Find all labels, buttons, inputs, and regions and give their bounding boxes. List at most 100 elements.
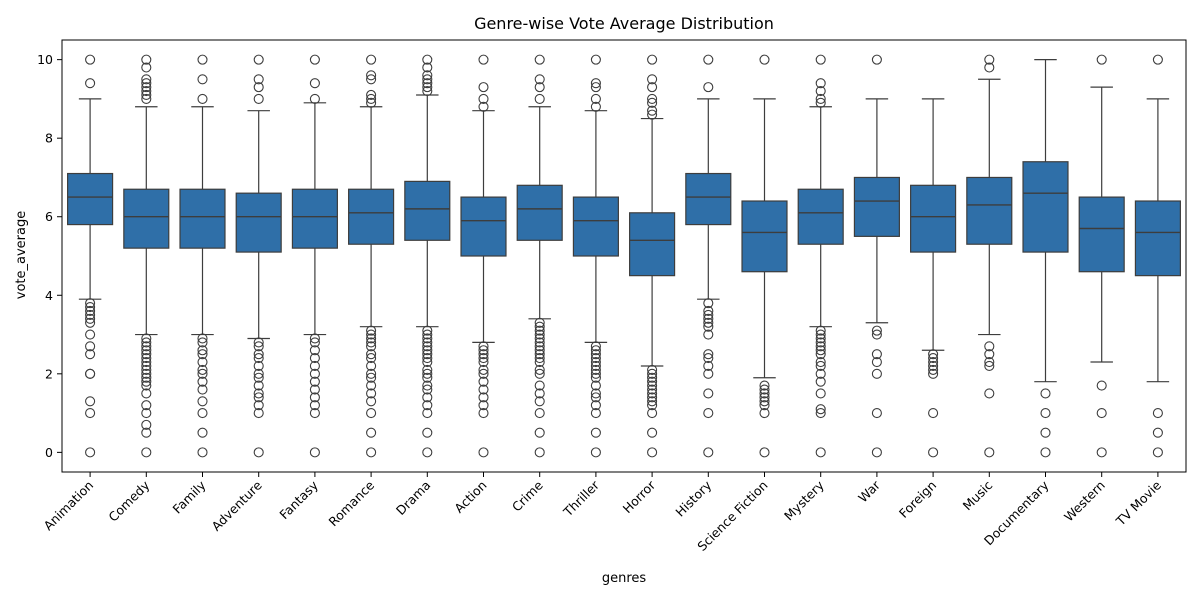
x-tick-label: War	[855, 477, 883, 505]
outlier-point	[422, 345, 433, 356]
outlier-point	[534, 388, 545, 399]
outlier-point	[197, 356, 208, 368]
outlier-point	[590, 360, 601, 372]
outlier-point	[928, 368, 939, 379]
outlier-point	[928, 356, 939, 368]
outlier-point	[478, 376, 489, 387]
outlier-point	[478, 353, 489, 364]
outlier-point	[478, 82, 489, 93]
outlier-point	[759, 388, 770, 399]
outlier-point	[366, 349, 377, 360]
outlier-point	[590, 392, 601, 403]
outlier-point	[984, 388, 995, 399]
outlier-point	[141, 364, 152, 375]
outlier-point	[478, 392, 489, 403]
outlier-point	[984, 54, 995, 65]
outlier-point	[422, 392, 433, 403]
outlier-point	[253, 349, 264, 360]
outlier-point	[928, 360, 939, 372]
outlier-point	[478, 93, 489, 104]
outlier-point	[534, 364, 545, 375]
outlier-point	[815, 325, 826, 336]
outlier-point	[703, 447, 714, 458]
outlier-point	[815, 447, 826, 458]
outlier-point	[759, 384, 770, 395]
outlier-point	[647, 74, 658, 85]
outlier-point	[422, 427, 433, 438]
x-tick-label: Horror	[620, 477, 659, 516]
outlier-point	[141, 419, 152, 430]
outlier-point	[534, 447, 545, 458]
outlier-point	[703, 309, 714, 320]
x-tick-label: Mystery	[781, 477, 827, 523]
outlier-point	[85, 408, 96, 419]
outlier-point	[984, 356, 995, 368]
outlier-point	[759, 447, 770, 458]
outlier-point	[366, 396, 377, 407]
outlier-point	[647, 105, 658, 116]
x-tick-label: Drama	[393, 478, 433, 518]
outlier-point	[534, 82, 545, 93]
outlier-point	[253, 74, 264, 85]
outlier-point	[85, 313, 96, 324]
chart-title: Genre-wise Vote Average Distribution	[474, 14, 774, 33]
outlier-point	[928, 353, 939, 364]
outlier-point	[85, 54, 96, 65]
outlier-point	[815, 54, 826, 65]
outlier-point	[422, 86, 433, 97]
outlier-point	[647, 392, 658, 403]
outlier-point	[1040, 447, 1051, 458]
outlier-point	[815, 376, 826, 387]
outlier-point	[141, 86, 152, 97]
outlier-point	[197, 337, 208, 348]
outlier-point	[590, 427, 601, 438]
outlier-point	[1096, 408, 1107, 419]
outlier-point	[253, 368, 264, 379]
outlier-point	[534, 325, 545, 336]
outlier-point	[534, 74, 545, 85]
outlier-point	[647, 380, 658, 391]
outlier-point	[703, 298, 714, 309]
outlier-point	[478, 101, 489, 112]
outlier-point	[871, 349, 882, 360]
outlier-point	[815, 329, 826, 340]
outlier-point	[703, 360, 714, 372]
outlier-point	[253, 337, 264, 348]
box-war	[853, 176, 900, 237]
outlier-point	[590, 447, 601, 458]
outlier-point	[366, 372, 377, 383]
outlier-point	[253, 408, 264, 419]
box-family	[179, 188, 226, 249]
outlier-point	[366, 70, 377, 81]
outlier-point	[197, 333, 208, 344]
outlier-point	[703, 353, 714, 364]
outlier-point	[759, 408, 770, 419]
box-western	[1078, 196, 1125, 273]
outlier-point	[141, 82, 152, 93]
outlier-point	[815, 86, 826, 97]
outlier-point	[85, 447, 96, 458]
outlier-point	[815, 388, 826, 399]
outlier-point	[422, 78, 433, 89]
outlier-point	[309, 384, 320, 395]
outlier-point	[984, 349, 995, 360]
outlier-point	[534, 329, 545, 340]
outlier-point	[85, 396, 96, 407]
outlier-point	[422, 447, 433, 458]
outlier-point	[141, 89, 152, 101]
outlier-point	[815, 97, 826, 108]
outlier-point	[141, 427, 152, 438]
outlier-point	[590, 400, 601, 411]
outlier-point	[366, 380, 377, 391]
box-drama	[404, 180, 451, 241]
outlier-point	[141, 400, 152, 411]
outlier-point	[703, 305, 714, 317]
x-tick-label: Family	[170, 477, 209, 516]
outlier-point	[815, 356, 826, 368]
outlier-point	[422, 353, 433, 364]
outlier-point	[309, 360, 320, 372]
outlier-point	[647, 97, 658, 108]
outlier-point	[141, 74, 152, 85]
y-axis-label: vote_average	[14, 211, 29, 299]
